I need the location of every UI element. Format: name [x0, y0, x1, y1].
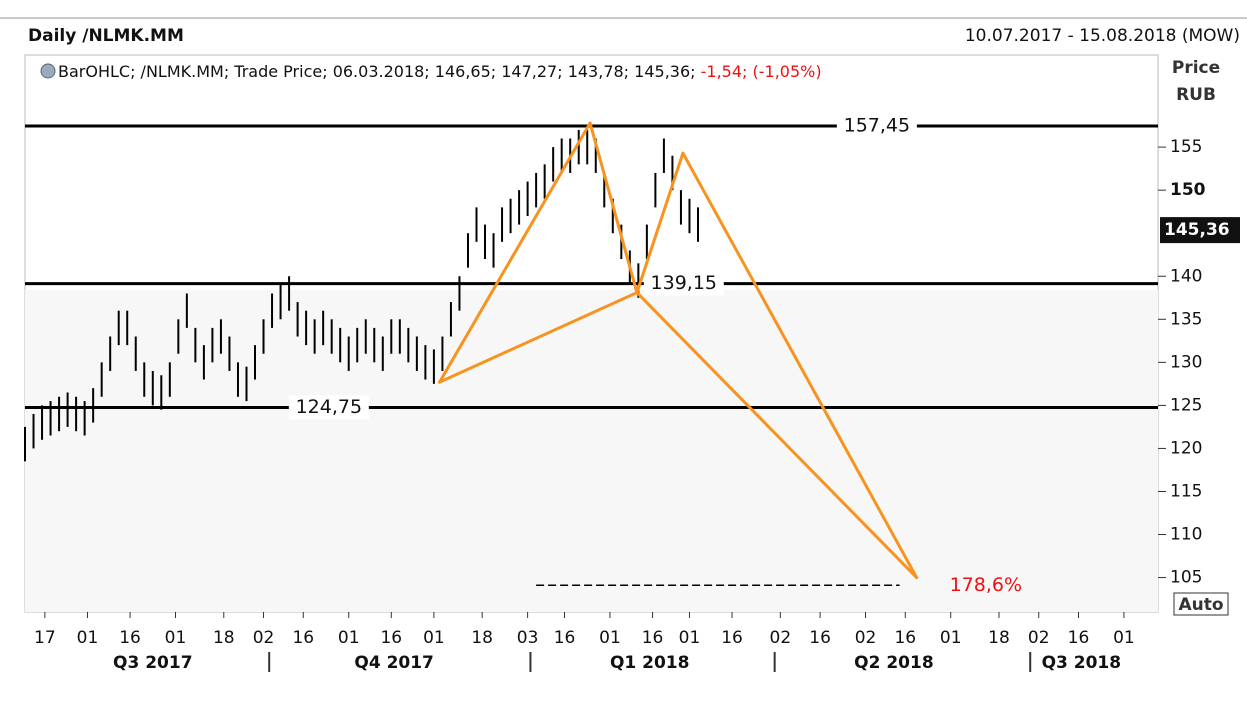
plot-lower [25, 290, 1158, 612]
y-tick-label: 125 [1170, 395, 1202, 415]
y-tick-label: 150 [1170, 180, 1206, 200]
pattern-line [588, 121, 639, 295]
y-tick-label: 155 [1170, 137, 1202, 157]
x-tick-label: 01 [77, 628, 99, 648]
pattern-line [635, 291, 919, 580]
y-tick-label: 130 [1170, 352, 1202, 372]
projection-label: 178,6% [950, 574, 1022, 596]
y-tick-label: 135 [1170, 309, 1202, 329]
last-price-label: 145,36 [1164, 220, 1230, 240]
x-tick-label: 03 [517, 628, 539, 648]
level-label: 139,15 [651, 272, 717, 294]
y-tick-label: 105 [1170, 568, 1202, 588]
x-tick-label: 16 [380, 628, 402, 648]
y-tick-label: 140 [1170, 266, 1202, 286]
x-tick-label: 01 [423, 628, 445, 648]
x-tick-label: 16 [554, 628, 576, 648]
x-tick-label: 18 [213, 628, 235, 648]
x-tick-label: 01 [940, 628, 962, 648]
auto-box[interactable] [1173, 592, 1229, 616]
x-tick-label: 16 [721, 628, 743, 648]
scale-mode[interactable]: Auto [1178, 595, 1223, 615]
x-tick-label: 01 [599, 628, 621, 648]
x-tick-label: 02 [770, 628, 792, 648]
x-tick-label: 17 [34, 628, 56, 648]
pattern-line [438, 121, 592, 384]
y-tick-label: 110 [1170, 525, 1202, 545]
x-tick-label: 16 [292, 628, 314, 648]
pattern-line [438, 291, 639, 384]
info-change: -1,54; (-1,05%) [701, 62, 822, 81]
top-band [0, 0, 1247, 18]
info: BarOHLC; /NLMK.MM; Trade Price; 06.03.20… [58, 62, 822, 81]
level-label: 124,75 [296, 396, 362, 418]
y-tick-label: 120 [1170, 438, 1202, 458]
quarter-label: Q3 2017 [113, 653, 193, 673]
level-label: 157,45 [844, 115, 910, 137]
x-tick-label: 02 [1028, 628, 1050, 648]
x-tick-label: 01 [165, 628, 187, 648]
x-tick-label: 02 [253, 628, 275, 648]
level-label-bg [288, 395, 369, 420]
last-price-box [1160, 217, 1240, 244]
info-text: BarOHLC; /NLMK.MM; Trade Price; 06.03.20… [58, 62, 696, 81]
x-tick-label: 01 [1113, 628, 1135, 648]
date-range: 10.07.2017 - 15.08.2018 (MOW) [965, 26, 1240, 46]
x-tick-label: 01 [338, 628, 360, 648]
pattern-line [681, 151, 919, 580]
x-tick-label: 16 [809, 628, 831, 648]
level-label-bg [643, 271, 724, 296]
level-label-bg [836, 114, 917, 139]
quarter-label: Q1 2018 [610, 653, 690, 673]
x-tick-label: 16 [642, 628, 664, 648]
axis-title: Price [1172, 58, 1220, 78]
quarter-label: Q4 2017 [354, 653, 434, 673]
quarter-label: Q3 2018 [1042, 653, 1122, 673]
y-tick-label: 115 [1170, 481, 1202, 501]
pattern-line [635, 151, 685, 295]
icon [40, 63, 56, 79]
chart-title: Daily /NLMK.MM [28, 26, 184, 46]
x-tick-label: 16 [119, 628, 141, 648]
x-tick-label: 16 [894, 628, 916, 648]
x-tick-label: 02 [855, 628, 877, 648]
x-tick-label: 18 [988, 628, 1010, 648]
axis-unit: RUB [1176, 85, 1216, 105]
x-tick-label: 18 [471, 628, 493, 648]
x-tick-label: 01 [679, 628, 701, 648]
x-tick-label: 16 [1068, 628, 1090, 648]
quarter-label: Q2 2018 [854, 653, 934, 673]
